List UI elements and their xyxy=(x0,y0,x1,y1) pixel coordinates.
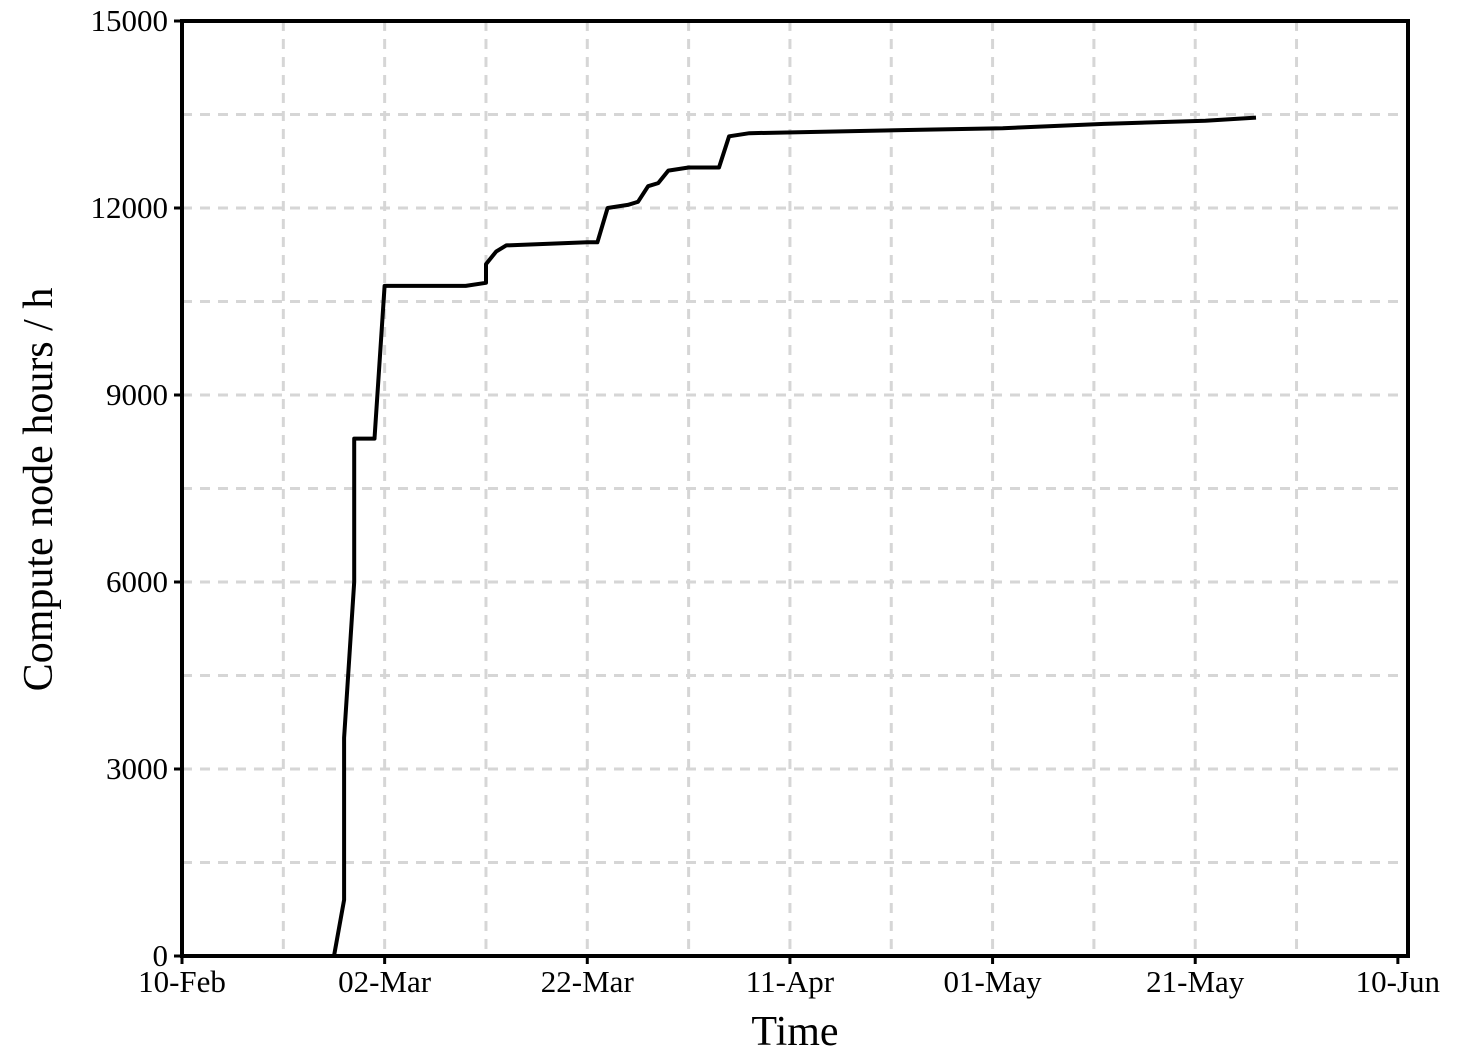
y-tick-label: 6000 xyxy=(106,564,168,599)
x-tick-label: 11-Apr xyxy=(746,964,835,999)
x-tick-label: 01-May xyxy=(944,964,1043,999)
y-tick-label: 9000 xyxy=(106,377,168,412)
x-axis-label: Time xyxy=(751,1009,838,1053)
y-axis-label: Compute node hours / h xyxy=(16,288,62,692)
plot-frame xyxy=(180,19,1410,958)
x-tick-label: 21-May xyxy=(1146,964,1245,999)
x-tick-label: 10-Feb xyxy=(138,964,226,999)
grid xyxy=(182,21,1408,956)
x-tick-label: 02-Mar xyxy=(338,964,432,999)
x-tick-label: 22-Mar xyxy=(541,964,635,999)
axis-ticks: 10-Feb 02-Mar 22-Mar 11-Apr 01-May 21-May 10-J… xyxy=(91,3,1441,999)
series-line xyxy=(182,115,1257,958)
series-group xyxy=(182,115,1257,958)
y-tick-label: 15000 xyxy=(91,3,169,38)
x-tick-label: 10-Jun xyxy=(1356,964,1441,999)
y-tick-label: 0 xyxy=(153,938,169,973)
y-tick-label: 3000 xyxy=(106,751,168,786)
y-tick-label: 12000 xyxy=(91,190,169,225)
